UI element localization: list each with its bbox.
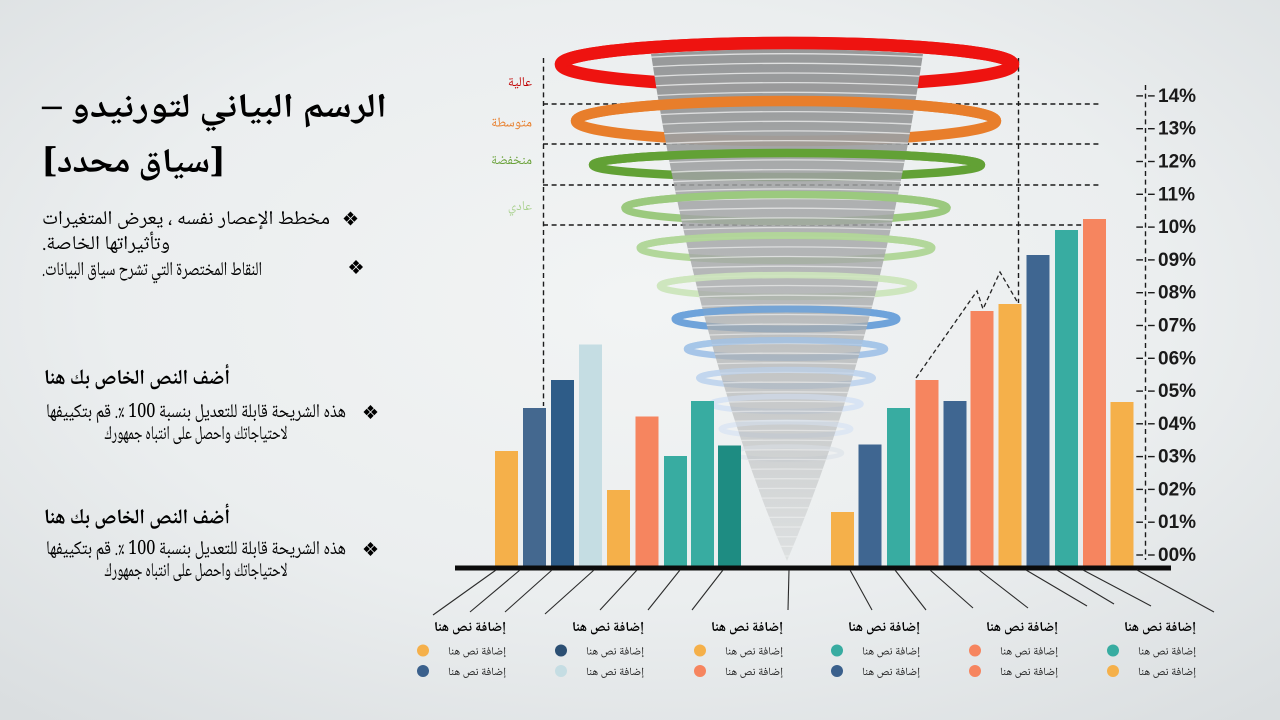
svg-text:10%: 10% [1158,217,1196,238]
svg-text:00%: 00% [1158,545,1196,566]
svg-text:01%: 01% [1158,512,1196,533]
svg-text:04%: 04% [1158,414,1196,435]
svg-text:09%: 09% [1158,250,1196,271]
svg-text:13%: 13% [1158,119,1196,140]
svg-text:12%: 12% [1158,152,1196,173]
svg-text:06%: 06% [1158,348,1196,369]
svg-text:02%: 02% [1158,479,1196,500]
svg-text:07%: 07% [1158,316,1196,337]
svg-text:03%: 03% [1158,447,1196,468]
svg-text:11%: 11% [1158,184,1195,205]
svg-text:05%: 05% [1158,381,1196,402]
svg-text:08%: 08% [1158,283,1196,304]
svg-text:14%: 14% [1158,86,1196,107]
